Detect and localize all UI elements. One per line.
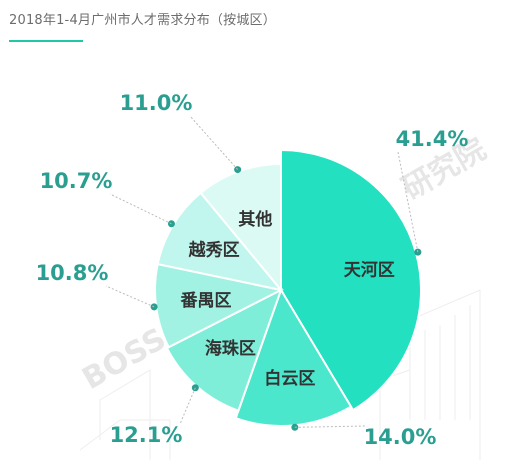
leader-line-other	[189, 115, 239, 170]
percent-label-tianhe: 41.4%	[396, 127, 469, 151]
slice-label-haizhu: 海珠区	[205, 338, 256, 359]
slice-label-baiyun: 白云区	[264, 368, 315, 389]
slice-label-yuexiu: 越秀区	[188, 240, 240, 261]
percent-label-yuexiu: 10.7%	[40, 169, 113, 193]
title-underline	[9, 40, 83, 42]
percent-labels: 41.4% 14.0% 12.1% 10.8% 10.7% 11.0%	[36, 91, 469, 449]
percent-label-haizhu: 12.1%	[110, 423, 183, 447]
leader-line-tianhe	[397, 151, 419, 253]
leader-line-yuexiu	[109, 193, 172, 225]
leader-line-haizhu	[179, 387, 196, 425]
leader-lines	[105, 115, 422, 431]
slice-label-other: 其他	[238, 209, 272, 230]
pie-slices	[154, 148, 422, 427]
leader-line-panyu	[105, 285, 155, 308]
slice-label-panyu: 番禺区	[180, 291, 232, 311]
leader-line-baiyun	[294, 425, 367, 428]
percent-label-panyu: 10.8%	[36, 261, 109, 285]
chart-title: 2018年1-4月广州市人才需求分布（按城区）	[9, 13, 276, 28]
percent-label-baiyun: 14.0%	[364, 425, 437, 449]
slice-label-tianhe: 天河区	[344, 260, 395, 280]
percent-label-other: 11.0%	[120, 91, 193, 115]
